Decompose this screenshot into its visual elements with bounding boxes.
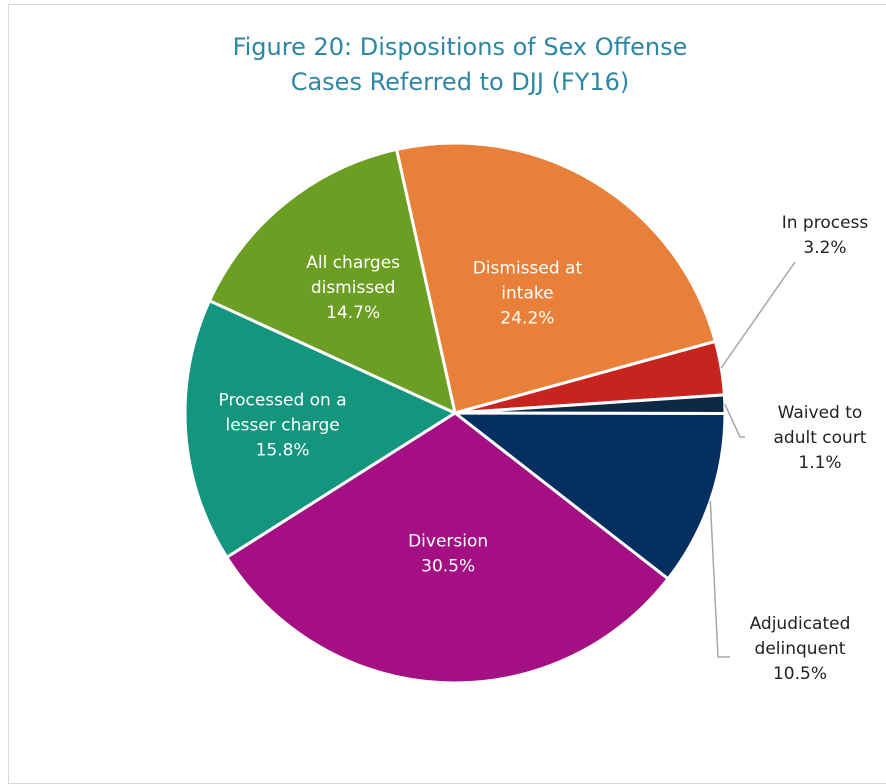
- leader-line-waived-to-adult-court: [724, 403, 745, 438]
- chart-title-line-1: Figure 20: Dispositions of Sex Offense: [232, 33, 688, 61]
- leader-line-adjudicated-delinquent: [709, 500, 730, 658]
- slice-label-adjudicated-delinquent: Adjudicated: [750, 614, 851, 634]
- data-label-dismissed-at-intake: 24.2%: [500, 309, 554, 329]
- slice-label-diversion: Diversion: [408, 532, 488, 552]
- data-label-all-charges-dismissed: 14.7%: [326, 303, 380, 323]
- slice-label-waived-to-adult-court: adult court: [774, 428, 867, 448]
- chart-title: Figure 20: Dispositions of Sex Offense C…: [0, 30, 886, 100]
- pie-slice-diversion: [225, 411, 670, 685]
- data-label-adjudicated-delinquent: 10.5%: [773, 664, 827, 684]
- slice-label-all-charges-dismissed: All charges: [306, 253, 400, 273]
- data-label-diversion: 30.5%: [421, 557, 475, 577]
- pie-chart: Dismissed at intake 24.2% In process 3.2% Wai…: [183, 141, 869, 685]
- slice-label-waived-to-adult-court: Waived to: [778, 403, 863, 423]
- data-label-waived-to-adult-court: 1.1%: [798, 453, 841, 473]
- pie-slice-adjudicated-delinquent: [453, 411, 727, 581]
- slice-label-dismissed-at-intake: intake: [501, 284, 553, 304]
- slice-label-processed-on-a-lesser-charge: lesser charge: [225, 416, 339, 436]
- slice-label-in-process: In process: [782, 213, 869, 233]
- slice-label-dismissed-at-intake: Dismissed at: [473, 259, 583, 279]
- pie-slice-dismissed-at-intake: [395, 141, 717, 415]
- data-label-in-process: 3.2%: [803, 238, 846, 258]
- slice-label-all-charges-dismissed: dismissed: [311, 278, 396, 298]
- slice-label-processed-on-a-lesser-charge: Processed on a: [219, 391, 347, 411]
- chart-title-line-2: Cases Referred to DJJ (FY16): [290, 68, 630, 96]
- pie-slice-processed-on-a-lesser-charge: [183, 299, 457, 559]
- leader-line-in-process: [720, 261, 796, 369]
- slice-label-adjudicated-delinquent: delinquent: [755, 639, 846, 659]
- data-label-processed-on-a-lesser-charge: 15.8%: [256, 441, 310, 461]
- pie-slice-all-charges-dismissed: [207, 147, 457, 415]
